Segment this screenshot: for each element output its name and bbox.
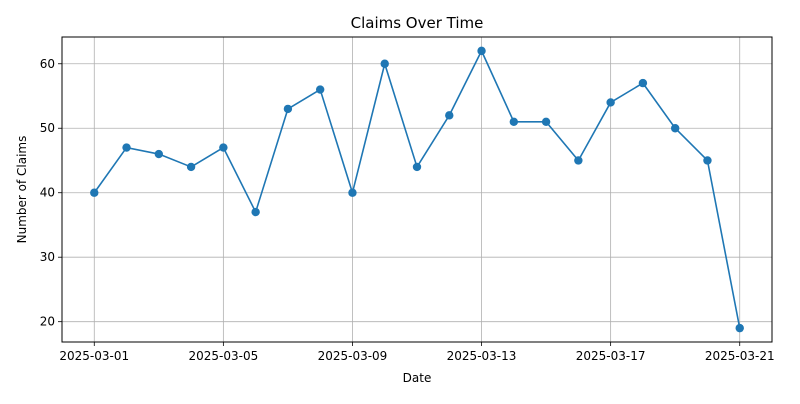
data-point (703, 156, 712, 165)
chart-title: Claims Over Time (351, 14, 484, 32)
x-tick-label: 2025-03-01 (59, 349, 129, 363)
data-point (90, 188, 99, 197)
data-point (251, 207, 260, 217)
y-tick-label: 50 (40, 121, 55, 135)
x-tick-label: 2025-03-05 (188, 349, 258, 363)
data-point (315, 85, 325, 94)
data-point (509, 117, 519, 126)
data-point (412, 162, 422, 172)
y-tick-label: 20 (40, 315, 55, 329)
data-point (219, 143, 228, 152)
data-point (186, 162, 196, 172)
x-tick-label: 2025-03-21 (705, 349, 775, 363)
data-point (348, 188, 357, 197)
plot-frame (61, 36, 773, 343)
data-point (477, 46, 486, 56)
y-axis-title: Number of Claims (15, 136, 29, 244)
data-point (670, 124, 680, 133)
data-point (380, 59, 389, 68)
data-point (122, 143, 131, 152)
x-axis-title: Date (403, 371, 432, 385)
y-tick-label: 40 (40, 186, 55, 200)
y-tick-label: 60 (40, 57, 55, 71)
data-point (638, 78, 648, 88)
series-line (93, 50, 741, 329)
series-layer (90, 46, 744, 333)
data-point (735, 323, 744, 333)
data-point (541, 117, 551, 126)
data-point (283, 104, 293, 114)
grid-layer (62, 37, 772, 342)
data-point (606, 98, 615, 107)
y-tick-label: 30 (40, 250, 55, 264)
data-point (154, 149, 164, 159)
data-point (574, 156, 583, 165)
x-tick-label: 2025-03-09 (318, 349, 388, 363)
data-point (445, 111, 454, 120)
tick-layer: 20 30 40 50 60 2025-03-01 2025-03-05 2025-03-09… (40, 57, 775, 363)
x-tick-label: 2025-03-13 (447, 349, 517, 363)
x-tick-label: 2025-03-17 (576, 349, 646, 363)
